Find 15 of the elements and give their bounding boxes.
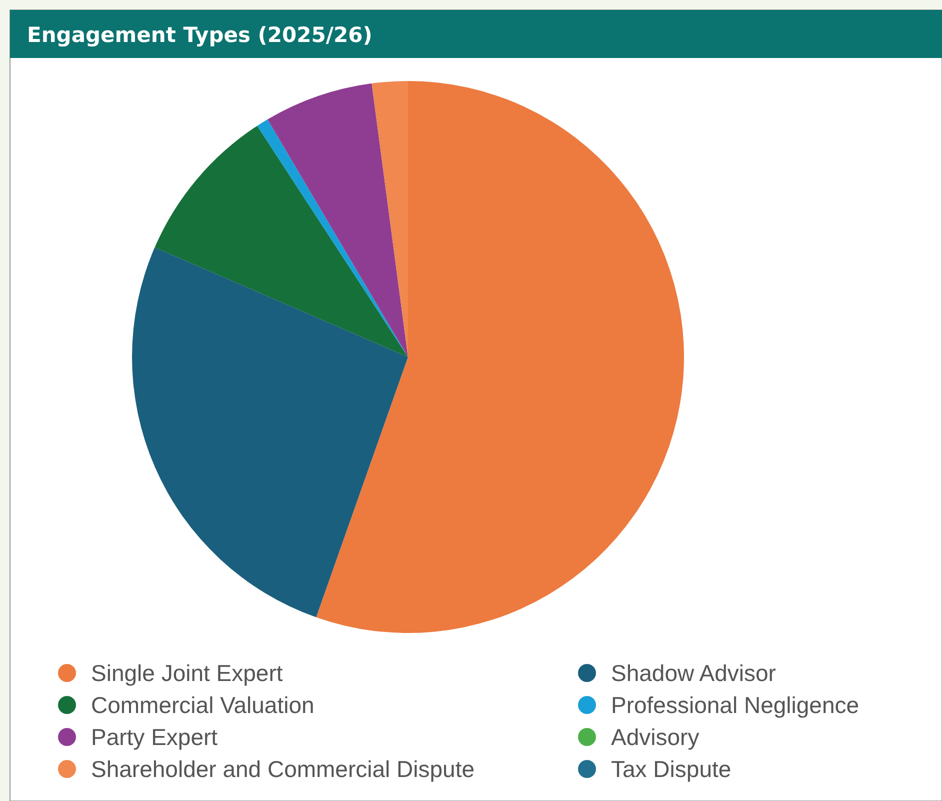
chart-title: Engagement Types (2025/26) [27, 23, 372, 47]
legend-label: Tax Dispute [611, 756, 732, 782]
legend-label: Shareholder and Commercial Dispute [91, 756, 475, 782]
pie-slice [268, 83, 408, 357]
pie-slice [372, 81, 408, 357]
legend-label: Advisory [611, 724, 700, 750]
legend-label: Shadow Advisor [611, 660, 776, 686]
pie-slice [154, 126, 408, 357]
pie-slice [132, 247, 408, 618]
legend-label: Single Joint Expert [91, 660, 284, 686]
legend-label: Commercial Valuation [91, 692, 314, 718]
legend-label: Professional Negligence [611, 692, 860, 718]
pie-slice [257, 119, 408, 357]
legend-label: Party Expert [91, 724, 218, 750]
pie-slice [316, 81, 684, 633]
